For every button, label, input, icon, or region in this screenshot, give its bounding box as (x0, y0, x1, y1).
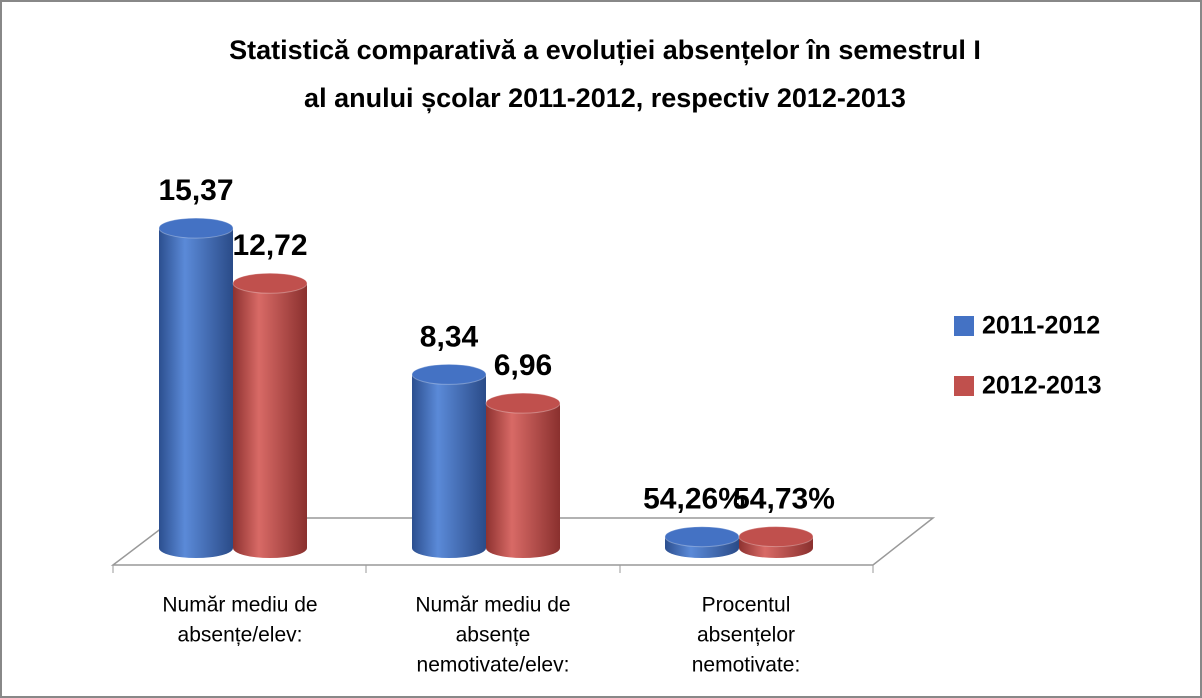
bar-cap (411, 363, 487, 385)
bar (159, 228, 233, 548)
bar-cap (738, 526, 814, 548)
x-tick-label: Procentul (702, 594, 791, 617)
bar (233, 283, 307, 548)
data-label: 54,73% (733, 483, 835, 516)
legend-swatch (954, 376, 974, 396)
x-tick-label: absențelor (697, 624, 795, 647)
x-tick-label: absențe (456, 624, 531, 647)
chart-title: al anului școlar 2011-2012, respectiv 20… (304, 83, 906, 113)
x-tick-label: Număr mediu de (415, 594, 570, 617)
legend-swatch (954, 316, 974, 336)
x-tick-label: nemotivate: (692, 654, 801, 677)
x-tick-label: absențe/elev: (178, 624, 303, 647)
x-tick-label: nemotivate/elev: (417, 654, 570, 677)
bar-cap (485, 392, 561, 414)
data-label: 6,96 (494, 349, 552, 382)
bar-cap (232, 272, 308, 294)
data-label: 12,72 (232, 229, 307, 262)
bar-cap (158, 217, 234, 239)
data-label: 15,37 (158, 174, 233, 207)
bar-cap (664, 526, 740, 548)
bar (486, 403, 560, 548)
chart-title: Statistică comparativă a evoluției absen… (229, 35, 981, 65)
data-label: 54,26% (643, 483, 745, 516)
bar (412, 374, 486, 548)
data-label: 8,34 (420, 320, 479, 353)
legend-label: 2012-2013 (982, 372, 1102, 400)
legend-label: 2011-2012 (982, 312, 1100, 340)
x-tick-label: Număr mediu de (162, 594, 317, 617)
